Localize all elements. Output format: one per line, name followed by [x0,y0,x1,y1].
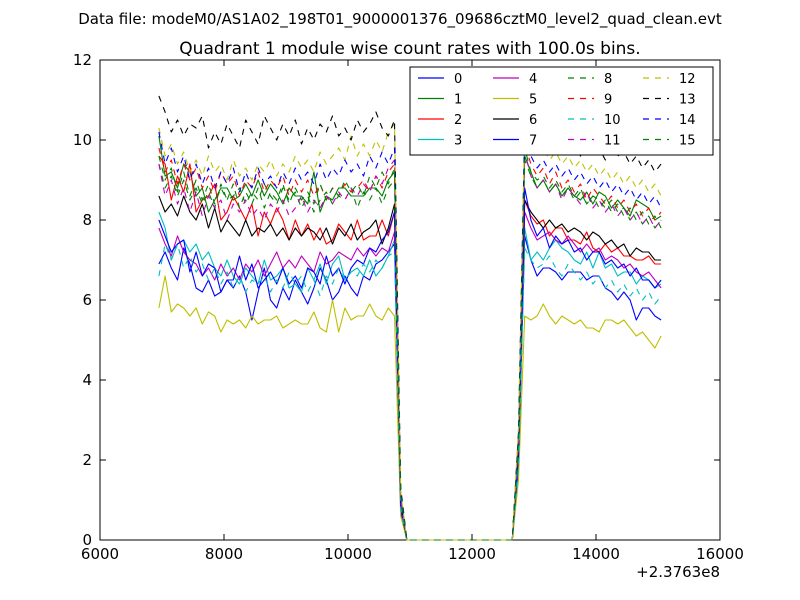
series-line-9 [158,143,662,541]
legend-frame [409,66,714,156]
x-tick-label: 8000 [205,545,243,563]
legend-label-9: 9 [604,93,612,108]
x-tick-label: 16000 [696,545,744,563]
legend-label-14: 14 [679,113,696,128]
legend-label-7: 7 [529,134,537,149]
series-line-1 [158,135,662,541]
suptitle: Data file: modeM0/AS1A02_198T01_90000013… [78,10,722,29]
y-tick-label: 10 [73,131,92,149]
legend-label-1: 1 [454,93,462,108]
legend-label-11: 11 [604,134,621,149]
x-tick-label: 12000 [448,545,496,563]
legend-label-4: 4 [529,72,537,87]
series-line-2 [158,155,662,541]
y-tick-label: 6 [82,291,92,309]
series-line-15 [158,155,662,541]
series-line-6 [158,195,662,541]
series-line-5 [158,275,662,541]
legend-label-12: 12 [679,72,696,87]
x-tick-label: 10000 [324,545,372,563]
legend-label-6: 6 [529,113,537,128]
series-group [158,95,662,541]
x-offset-label: +2.3763e8 [636,563,720,581]
legend-label-0: 0 [454,72,462,87]
legend-label-2: 2 [454,113,462,128]
y-tick-label: 0 [82,531,92,549]
legend-label-8: 8 [604,72,612,87]
legend-label-15: 15 [679,134,696,149]
series-line-0 [158,235,662,541]
y-tick-label: 4 [82,371,92,389]
x-tick-label: 6000 [81,545,119,563]
series-line-14 [158,131,662,541]
series-line-7 [158,187,662,541]
chart-title: Quadrant 1 module wise count rates with … [179,39,640,59]
series-line-13 [158,95,662,541]
series-line-3 [158,211,662,541]
legend-label-3: 3 [454,134,462,149]
y-tick-label: 12 [73,51,92,69]
series-line-10 [158,243,662,541]
legend-label-10: 10 [604,113,621,128]
series-line-11 [158,151,662,541]
y-tick-label: 8 [82,211,92,229]
legend-label-13: 13 [679,93,696,108]
series-line-12 [158,123,662,541]
legend-label-5: 5 [529,93,537,108]
y-tick-label: 2 [82,451,92,469]
x-tick-label: 14000 [572,545,620,563]
